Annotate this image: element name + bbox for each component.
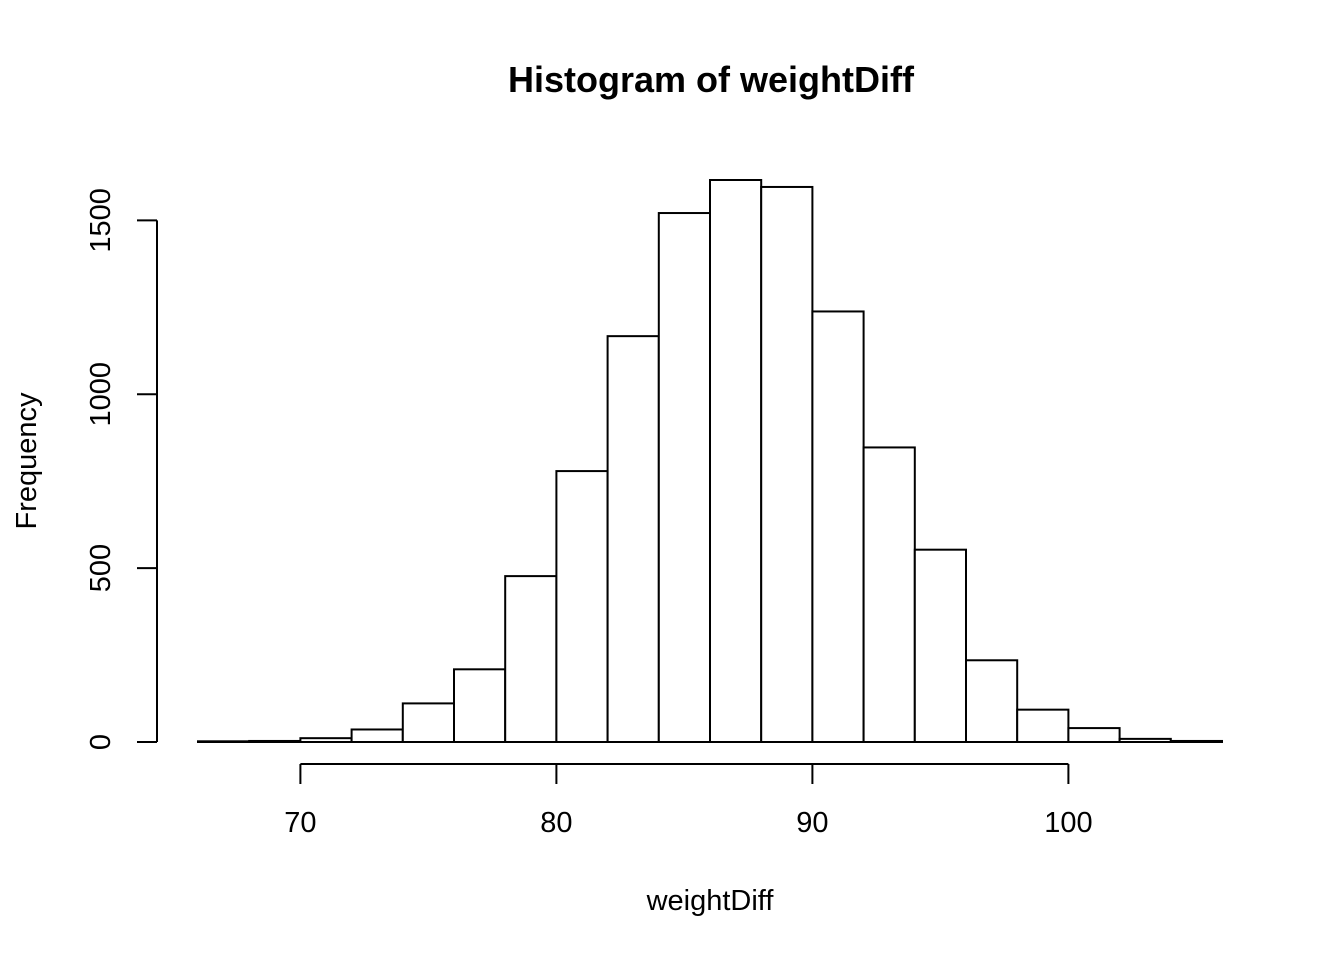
histogram-bar [555, 470, 609, 743]
y-tick-label: 1500 [85, 188, 117, 253]
histogram-bar [350, 728, 404, 744]
histogram-bar [657, 212, 711, 743]
histogram-bar [1169, 739, 1224, 743]
y-tick-label: 0 [85, 734, 117, 750]
bars-group [197, 179, 1224, 744]
histogram-bar [453, 668, 507, 744]
histogram-bar [1118, 737, 1172, 744]
histogram-bar [913, 548, 967, 744]
histogram-bar [401, 702, 455, 743]
histogram-bar [248, 739, 302, 743]
chart-title: Histogram of weightDiff [508, 59, 915, 100]
histogram-bar [606, 335, 660, 743]
x-tick-label: 90 [796, 807, 828, 839]
histogram-bar [1016, 708, 1070, 743]
x-axis: 70 80 90 100 [284, 763, 1093, 839]
histogram-bar [760, 185, 814, 743]
y-axis-label: Frequency [11, 392, 43, 530]
y-axis: 0 500 1000 1500 [85, 188, 158, 750]
x-tick-label: 100 [1044, 807, 1092, 839]
x-tick-label: 80 [540, 807, 572, 839]
histogram-bar [965, 659, 1019, 743]
histogram-bar [709, 179, 763, 743]
histogram-bar [299, 737, 353, 743]
x-axis-label: weightDiff [646, 885, 775, 917]
y-tick-label: 1000 [85, 362, 117, 427]
y-tick-label: 500 [85, 544, 117, 592]
histogram-bar [1067, 727, 1121, 744]
histogram-bar [862, 446, 916, 743]
histogram-bar [504, 575, 558, 743]
histogram-bar [811, 310, 865, 743]
x-tick-label: 70 [284, 807, 316, 839]
histogram-bar [197, 740, 251, 743]
